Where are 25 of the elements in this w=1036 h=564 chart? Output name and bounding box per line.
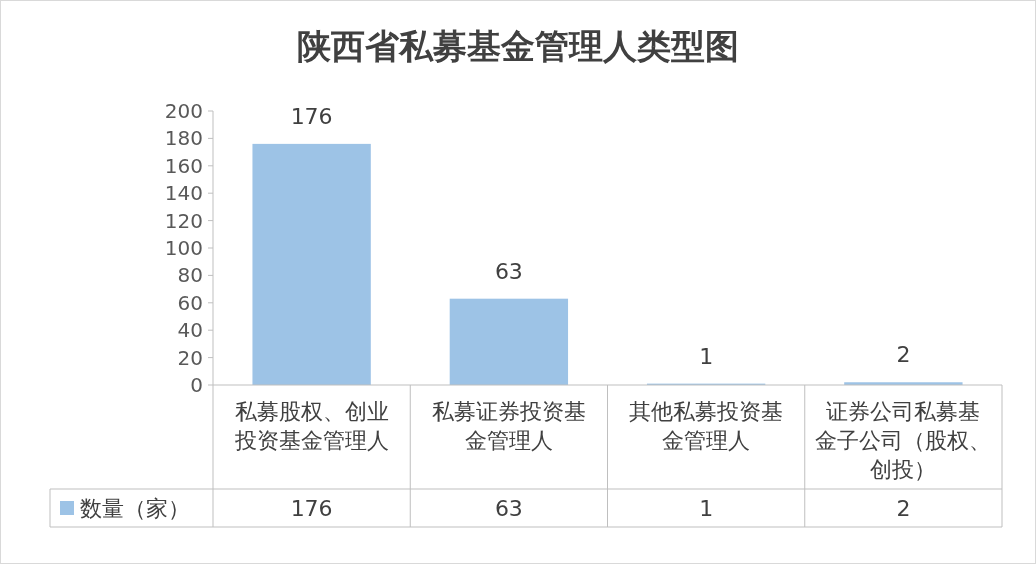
data-label: 1	[699, 343, 714, 369]
y-tick-label: 40	[177, 318, 203, 343]
x-tick-label: 其他私募投资基金管理人	[629, 399, 784, 453]
y-tick-label: 0	[190, 373, 203, 397]
x-tick-label: 私募股权、创业投资基金管理人	[233, 399, 389, 453]
x-tick-label: 私募证券投资基金管理人	[431, 399, 586, 453]
y-tick-label: 120	[164, 208, 203, 233]
text: 2	[896, 496, 911, 521]
data-label: 2	[896, 342, 911, 368]
text: 1	[699, 496, 714, 521]
y-tick-label: 180	[164, 126, 203, 151]
text: 63	[494, 496, 523, 521]
legend-label: 数量（家）	[80, 496, 190, 521]
y-tick-label: 100	[164, 236, 203, 260]
y-tick-label: 140	[164, 181, 203, 206]
y-tick-label: 20	[177, 345, 203, 370]
x-tick-label: 证券公司私募基金子公司（股权、创投）	[815, 399, 992, 482]
y-tick-label: 160	[164, 153, 203, 178]
y-tick-label: 60	[177, 290, 203, 315]
y-tick-label: 200	[164, 99, 203, 123]
data-label: 176	[290, 103, 333, 129]
data-label: 63	[494, 258, 523, 284]
y-tick-label: 80	[177, 263, 203, 288]
chart-title: 陕西省私募基金管理人类型图	[297, 26, 739, 66]
text: 176	[290, 496, 333, 521]
